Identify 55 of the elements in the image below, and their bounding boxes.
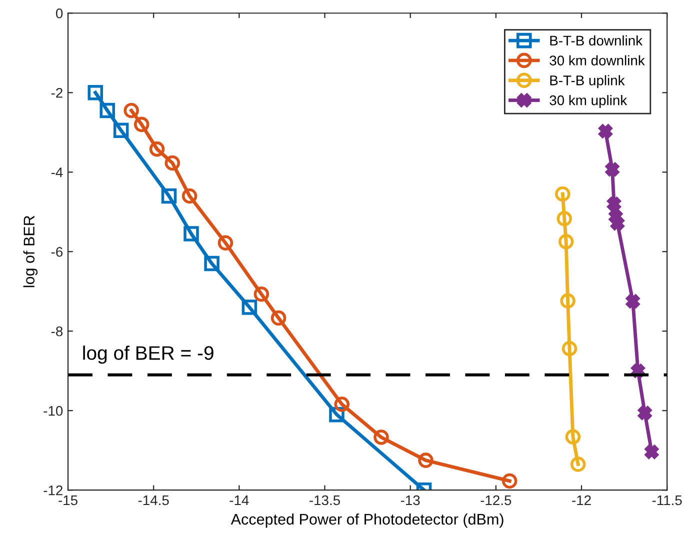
point [565,429,581,444]
point [218,235,234,251]
x-tick-label: -12.5 [480,495,512,506]
point [149,141,165,157]
point [334,396,350,412]
x-axis-title: Accepted Power of Photodetector (dBm) [230,513,504,528]
point [502,473,518,489]
point [605,162,620,176]
y-tick-label: 0 [56,8,63,18]
x-tick-label: -13.5 [310,495,340,506]
point [124,102,139,118]
legend-label: B-T-B uplink [550,75,625,88]
point [164,155,180,171]
point [562,340,578,356]
x-tick-label: -14.5 [138,495,169,506]
point [607,196,621,211]
legend-label: 30 km downlink [550,55,645,66]
y-tick-label: -10 [44,406,63,416]
point [242,300,258,315]
point [644,445,659,459]
ref-line-label: log of BER = -9 [83,346,214,364]
point [88,84,104,100]
point [638,406,652,420]
y-tick-label: -12 [44,485,62,496]
legend-label: B-T-B downlink [550,35,643,46]
legend-label: 30 km uplink [550,95,628,108]
point [418,452,434,468]
y-tick-label: -2 [51,88,62,98]
point [182,188,198,204]
point [374,430,389,445]
point [556,210,572,226]
point [134,116,150,132]
point [555,186,570,202]
x-tick-label: -12 [572,495,591,506]
point [113,122,129,138]
point [100,102,116,118]
point [204,256,220,272]
x-tick-label: -13 [400,495,420,506]
point [626,294,640,308]
y-tick-label: -6 [51,246,63,257]
point [254,286,270,302]
point [161,188,177,204]
point [610,216,624,230]
point [270,310,286,326]
point [558,234,574,250]
y-tick-label: -8 [51,326,63,336]
x-tick-label: -11.5 [652,495,682,506]
y-tick-label: -4 [51,168,63,178]
point [184,226,199,242]
point [598,124,612,138]
point [570,456,586,472]
y-axis-title: log of BER [23,216,38,288]
x-tick-label: -14 [230,495,249,506]
x-tick-label: -15 [58,495,78,506]
point [560,293,576,309]
